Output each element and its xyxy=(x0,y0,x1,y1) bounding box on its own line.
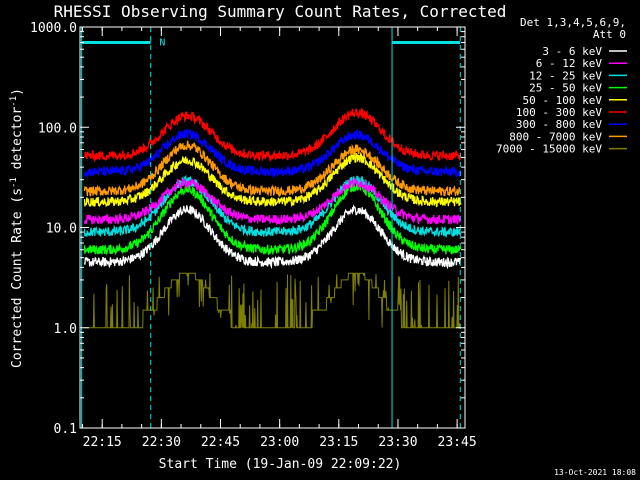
series-line xyxy=(83,174,462,239)
y-tick-label: 1.0 xyxy=(54,322,77,337)
series-layer xyxy=(83,108,462,329)
x-tick-label: 23:00 xyxy=(260,435,299,450)
legend-header-line-2: Att 0 xyxy=(593,28,626,41)
series-line xyxy=(83,140,462,198)
axis-layer: 0.1 1.0 10.0 100.0 1000.0 22:15 22:30 22:45 23:0… xyxy=(30,21,477,450)
series-line xyxy=(83,151,462,208)
legend-header-line-1: Det 1,3,4,5,6,9, xyxy=(520,16,626,29)
footer-date: 13-Oct-2021 18:08 xyxy=(554,468,636,477)
x-tick-label: 22:45 xyxy=(201,435,240,450)
x-tick-label: 22:15 xyxy=(83,435,122,450)
y-label-part-1: Corrected Count Rate (s xyxy=(10,188,25,368)
y-tick-label: 10.0 xyxy=(46,222,77,237)
svg-text:Corrected Count Rate (s-1 dete: Corrected Count Rate (s-1 detector-1) xyxy=(9,88,25,368)
y-tick-label: 1000.0 xyxy=(30,21,77,36)
x-tick-label: 23:15 xyxy=(319,435,358,450)
y-axis-label: Corrected Count Rate (s-1 detector-1) xyxy=(9,88,25,368)
y-label-exp-1: -1 xyxy=(9,177,19,188)
y-tick-label: 100.0 xyxy=(38,121,77,136)
x-tick-label: 23:45 xyxy=(438,435,477,450)
series-line xyxy=(83,128,462,179)
legend-label: 50 - 100 keV xyxy=(523,94,603,107)
x-tick-label: 22:30 xyxy=(142,435,181,450)
legend-label: 800 - 7000 keV xyxy=(509,130,602,143)
y-label-part-2: detector xyxy=(10,107,25,178)
series-line xyxy=(83,181,462,256)
chart-title: RHESSI Observing Summary Count Rates, Co… xyxy=(54,2,507,21)
series-line xyxy=(83,177,462,226)
y-label-part-3: ) xyxy=(10,88,25,96)
x-tick-label: 23:30 xyxy=(378,435,417,450)
legend-label: 25 - 50 keV xyxy=(529,82,602,95)
legend-header: Det 1,3,4,5,6,9, Att 0 xyxy=(520,16,626,41)
legend-label: 6 - 12 keV xyxy=(536,57,603,70)
x-axis-label: Start Time (19-Jan-09 22:09:22) xyxy=(159,457,402,472)
legend-label: 3 - 6 keV xyxy=(542,45,602,58)
series-line xyxy=(83,204,462,270)
series-line xyxy=(83,108,462,163)
y-tick-label: 0.1 xyxy=(54,422,77,437)
series-line xyxy=(84,272,461,329)
legend-label: 12 - 25 keV xyxy=(529,69,602,82)
legend-label: 100 - 300 keV xyxy=(516,106,602,119)
y-label-exp-2: -1 xyxy=(9,96,19,107)
night-label: N xyxy=(159,38,165,49)
legend-label: 7000 - 15000 keV xyxy=(496,143,602,156)
legend-label: 300 - 800 keV xyxy=(516,118,602,131)
